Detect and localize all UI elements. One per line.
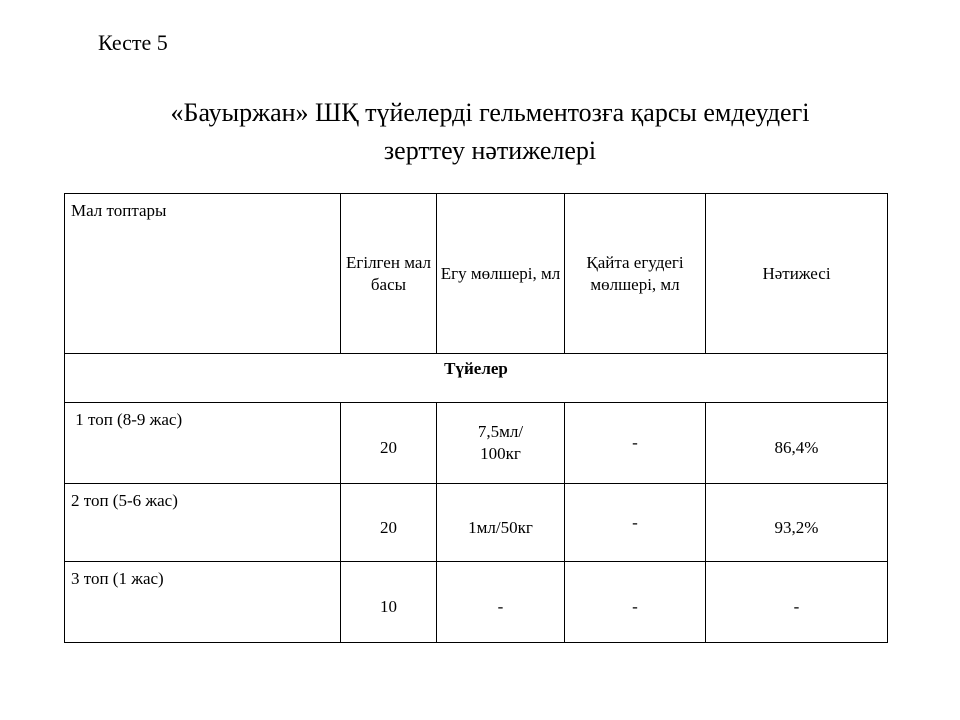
cell-result: 86,4%: [705, 402, 888, 484]
cell-result: -: [705, 561, 888, 643]
table-row: 2 топ (5-6 жас) 20 1мл/50кг - 93,2%: [64, 483, 888, 562]
dose-line-1: 7,5мл/: [477, 422, 524, 441]
subheader-camels: Түйелер: [64, 353, 888, 403]
cell-group: 2 топ (5-6 жас): [64, 483, 341, 562]
subheader-row: Түйелер: [64, 353, 888, 403]
title-line-2: зерттеу нәтижелері: [383, 136, 597, 165]
cell-count: 20: [340, 483, 437, 562]
cell-dose: 1мл/50кг: [436, 483, 565, 562]
cell-count: 20: [340, 402, 437, 484]
cell-redose: -: [564, 402, 706, 484]
table-label: Кесте 5: [98, 30, 168, 55]
cell-dose: -: [436, 561, 565, 643]
dose-line-2: 100кг: [480, 444, 521, 463]
cell-group: 1 топ (8-9 жас): [64, 402, 341, 484]
cell-count: 10: [340, 561, 437, 643]
cell-dose: 7,5мл/ 100кг: [436, 402, 565, 484]
cell-redose: -: [564, 483, 706, 562]
header-row: Мал топтары Егілген мал басы Егу мөлшері…: [64, 193, 888, 354]
table-row: 1 топ (8-9 жас) 20 7,5мл/ 100кг - 86,4%: [64, 402, 888, 484]
cell-result: 93,2%: [705, 483, 888, 562]
header-count: Егілген мал басы: [340, 193, 437, 354]
cell-group: 3 топ (1 жас): [64, 561, 341, 643]
results-table: Мал топтары Егілген мал басы Егу мөлшері…: [64, 193, 888, 643]
header-result: Нәтижесі: [705, 193, 888, 354]
header-groups: Мал топтары: [64, 193, 341, 354]
table-row: 3 топ (1 жас) 10 - - -: [64, 561, 888, 643]
page-title: «Бауыржан» ШҚ түйелерді гельментозға қар…: [60, 94, 920, 170]
cell-redose: -: [564, 561, 706, 643]
header-dose: Егу мөлшері, мл: [436, 193, 565, 354]
title-line-1: «Бауыржан» ШҚ түйелерді гельментозға қар…: [170, 98, 810, 127]
header-redose: Қайта егудегі мөлшері, мл: [564, 193, 706, 354]
